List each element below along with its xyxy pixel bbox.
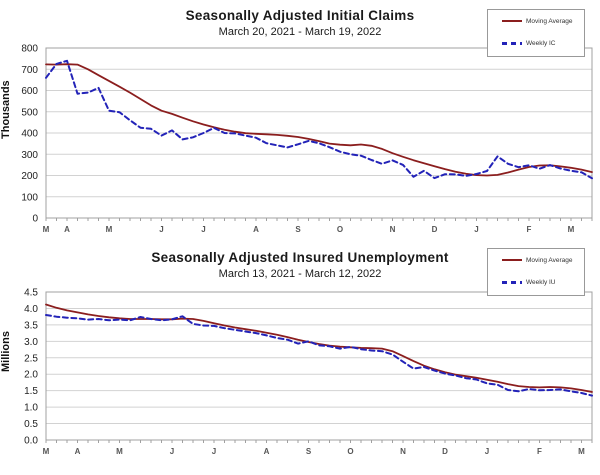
- svg-text:100: 100: [21, 192, 38, 203]
- chart-subtitle: March 13, 2021 - March 12, 2022: [218, 268, 382, 280]
- svg-text:O: O: [337, 225, 343, 234]
- moving-average-line-swatch: [502, 259, 522, 261]
- svg-text:F: F: [537, 447, 542, 456]
- svg-text:N: N: [390, 225, 396, 234]
- svg-text:0: 0: [32, 214, 38, 225]
- svg-text:1.0: 1.0: [24, 403, 38, 414]
- svg-text:N: N: [400, 447, 406, 456]
- svg-text:D: D: [442, 447, 448, 456]
- chart-subtitle: March 20, 2021 - March 19, 2022: [218, 26, 382, 38]
- svg-text:500: 500: [21, 107, 38, 118]
- svg-text:A: A: [64, 225, 70, 234]
- svg-text:J: J: [201, 225, 205, 234]
- svg-text:O: O: [347, 447, 353, 456]
- initial-claims-chart: Seasonally Adjusted Initial Claims March…: [0, 8, 593, 234]
- legend-label: Weekly IC: [526, 39, 556, 47]
- svg-text:600: 600: [21, 86, 38, 97]
- insured-unemployment-chart: Seasonally Adjusted Insured Unemployment…: [0, 240, 600, 475]
- svg-text:M: M: [43, 447, 50, 456]
- svg-text:2.0: 2.0: [24, 370, 38, 381]
- chart-title: Seasonally Adjusted Initial Claims: [185, 8, 415, 23]
- legend: Moving Average Weekly IU: [487, 248, 585, 296]
- legend-item-weekly: Weekly IU: [488, 271, 584, 293]
- svg-text:A: A: [264, 447, 270, 456]
- svg-text:M: M: [116, 447, 123, 456]
- svg-text:1.5: 1.5: [24, 386, 38, 397]
- svg-text:0.0: 0.0: [24, 436, 38, 447]
- legend: Moving Average Weekly IC: [487, 9, 585, 57]
- svg-text:3.5: 3.5: [24, 320, 38, 331]
- svg-text:J: J: [170, 447, 174, 456]
- insured-unemployment-plot: 0.0 0.5 1.0 1.5 2.0 2.5 3.0 3.5 4.0 4.5 M A M J J A S O N D…: [24, 288, 593, 456]
- svg-text:M: M: [578, 447, 585, 456]
- legend-label: Moving Average: [526, 17, 573, 25]
- legend-item-moving-average: Moving Average: [488, 10, 584, 32]
- svg-text:M: M: [43, 225, 50, 234]
- legend-label: Moving Average: [526, 256, 573, 264]
- moving-average-line-swatch: [502, 20, 522, 22]
- svg-text:J: J: [159, 225, 163, 234]
- chart-title: Seasonally Adjusted Insured Unemployment: [151, 250, 449, 265]
- svg-text:2.5: 2.5: [24, 353, 38, 364]
- legend-item-weekly: Weekly IC: [488, 32, 584, 54]
- legend-item-moving-average: Moving Average: [488, 249, 584, 271]
- svg-text:J: J: [212, 447, 216, 456]
- svg-text:F: F: [527, 225, 532, 234]
- weekly-line-swatch: [502, 280, 522, 284]
- svg-text:400: 400: [21, 129, 38, 140]
- svg-text:M: M: [106, 225, 113, 234]
- svg-text:4.0: 4.0: [24, 304, 38, 315]
- svg-text:300: 300: [21, 150, 38, 161]
- initial-claims-plot: 0 100 200 300 400 500 600 700 800 M A M J J A S O N D J F M: [21, 44, 593, 234]
- svg-text:4.5: 4.5: [24, 288, 38, 299]
- svg-text:700: 700: [21, 65, 38, 76]
- svg-text:A: A: [253, 225, 259, 234]
- svg-text:J: J: [474, 225, 478, 234]
- weekly-line-swatch: [502, 41, 522, 45]
- svg-text:M: M: [568, 225, 575, 234]
- svg-text:200: 200: [21, 171, 38, 182]
- legend-label: Weekly IU: [526, 278, 556, 286]
- svg-text:J: J: [485, 447, 489, 456]
- svg-text:3.0: 3.0: [24, 337, 38, 348]
- svg-text:S: S: [295, 225, 301, 234]
- svg-text:A: A: [75, 447, 81, 456]
- svg-text:S: S: [306, 447, 312, 456]
- svg-text:D: D: [432, 225, 438, 234]
- svg-text:800: 800: [21, 44, 38, 55]
- svg-text:0.5: 0.5: [24, 419, 38, 430]
